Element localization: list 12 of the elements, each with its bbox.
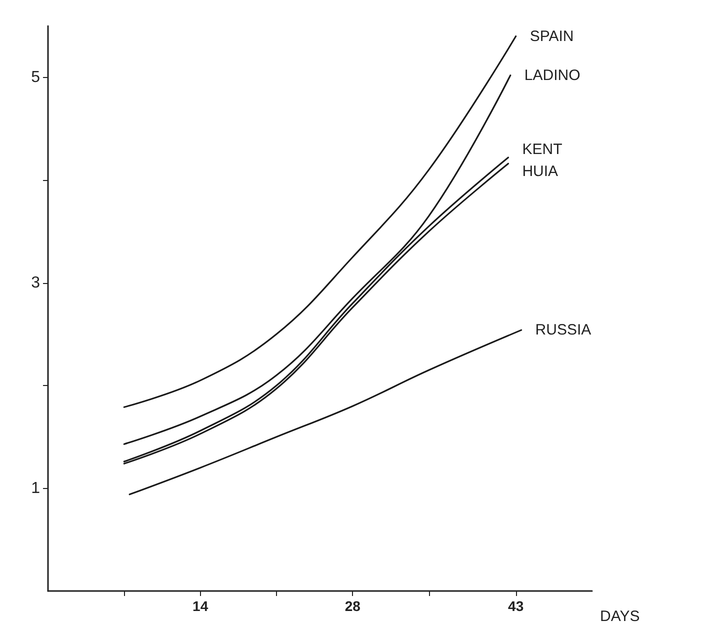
y-tick-label: 1 — [31, 480, 40, 497]
series-label: SPAIN — [530, 28, 574, 45]
series-label: HUIA — [522, 163, 558, 180]
series-label: LADINO — [524, 66, 580, 84]
x-tick-label: 43 — [508, 598, 524, 614]
x-tick-label: 28 — [344, 598, 361, 614]
y-tick-label: 5 — [31, 68, 40, 86]
x-tick-label: 14 — [192, 598, 208, 614]
y-tick-label: 3 — [31, 274, 40, 292]
series-label: KENT — [522, 140, 562, 158]
series-label: RUSSIA — [535, 322, 592, 339]
x-axis-title: DAYS — [600, 608, 640, 625]
